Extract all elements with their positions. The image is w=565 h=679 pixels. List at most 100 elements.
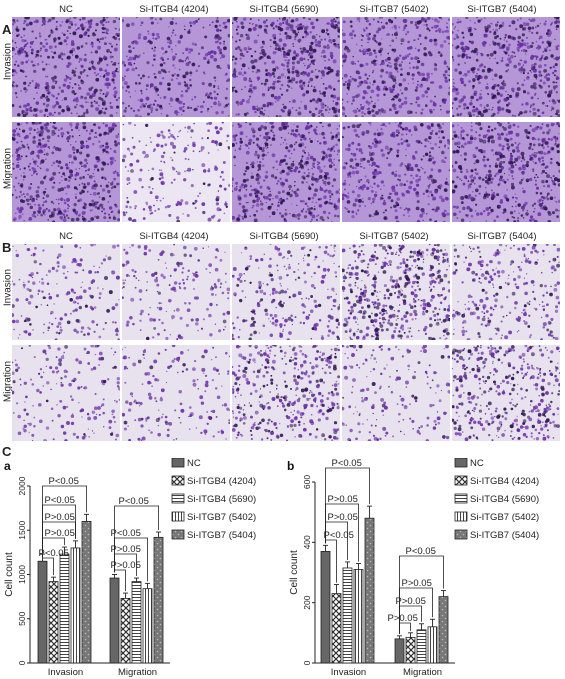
x-category-label: Migration	[403, 667, 442, 678]
bar-migration-1	[109, 577, 120, 664]
col-header-nc-b: NC	[59, 231, 73, 242]
col-header-itgb4-4204: Si-ITGB4 (4204)	[139, 4, 209, 15]
y-tick-label: 500	[17, 611, 27, 625]
x-category-label: Invasion	[48, 667, 83, 678]
bar-invasion-3	[59, 553, 70, 664]
legend-swatch	[454, 493, 468, 504]
bar-migration-1	[394, 638, 405, 664]
p-value-label: P>0.05	[45, 512, 75, 523]
p-value-label: P<0.05	[119, 496, 149, 507]
p-value-label: P<0.05	[406, 546, 436, 557]
bar-migration-2	[405, 636, 416, 664]
significance-bracket	[399, 622, 411, 634]
p-value-label: P>0.05	[111, 560, 141, 571]
legend-swatch	[171, 475, 185, 486]
bar-migration-4	[427, 626, 438, 664]
col-header-itgb4-4204-b: Si-ITGB4 (4204)	[139, 231, 209, 242]
legend-label: Si-ITGB7 (5404)	[470, 530, 539, 541]
bar-migration-5	[438, 596, 449, 664]
p-value-label: P>0.05	[328, 512, 358, 523]
p-value-label: P>0.05	[388, 613, 418, 624]
bar-invasion-2	[331, 593, 342, 664]
bar-invasion-3	[342, 567, 353, 664]
significance-bracket	[42, 485, 87, 553]
legend-swatch	[454, 475, 468, 486]
p-value-label: P<0.05	[111, 528, 141, 539]
bar-chart-a: a 0 500 1000 1500 2000 Cell count Invasion Migra…	[4, 458, 256, 678]
x-category-label: Invasion	[331, 667, 366, 678]
bar-invasion-5	[81, 521, 92, 664]
micrograph-migration-2	[122, 122, 230, 222]
y-tick-label: 1000	[17, 565, 27, 584]
micrograph-migration-1	[12, 122, 120, 222]
y-axis-label: Cell count	[4, 552, 15, 597]
legend-label: Si-ITGB7 (5404)	[187, 530, 256, 541]
p-value-label: P<0.05	[39, 548, 69, 559]
col-header-itgb7-5404: Si-ITGB7 (5404)	[467, 4, 537, 15]
legend-swatch	[171, 511, 185, 522]
micrograph-migration-5	[452, 122, 560, 222]
bar-migration-3	[131, 581, 142, 664]
micrograph-migration-4	[342, 122, 450, 222]
micrograph-invasion-5	[452, 244, 560, 340]
micrograph-invasion-5	[452, 17, 560, 117]
panel-label-c: C	[2, 444, 12, 459]
p-value-label: P<0.05	[324, 530, 354, 541]
micrograph-migration-4	[342, 345, 450, 441]
bar-invasion-2	[48, 581, 59, 664]
micrograph-migration-3	[232, 345, 340, 441]
bar-invasion-1	[37, 560, 48, 664]
bar-chart-b: b 0 200 400 600 Cell count Invasion Migration P<…	[287, 458, 539, 678]
micrograph-invasion-4	[342, 244, 450, 340]
p-value-label: P>0.05	[402, 578, 432, 589]
col-header-itgb4-5690-b: Si-ITGB4 (5690)	[249, 231, 319, 242]
bar-migration-2	[120, 597, 131, 664]
y-tick-label: 0	[17, 660, 27, 665]
micrograph-invasion-1	[12, 244, 120, 340]
col-header-nc: NC	[59, 4, 73, 15]
p-value-label: P<0.05	[332, 458, 362, 469]
micrograph-migration-3	[232, 122, 340, 222]
bar-migration-3	[416, 629, 427, 664]
legend-swatch	[454, 529, 468, 540]
legend-swatch	[171, 458, 185, 468]
micrograph-invasion-3	[232, 17, 340, 117]
y-tick-label: 600	[302, 475, 312, 489]
legend-label: Si-ITGB4 (5690)	[187, 494, 256, 505]
p-value-label: P>0.05	[111, 544, 141, 555]
legend-label: Si-ITGB4 (4204)	[470, 476, 539, 487]
legend-label: Si-ITGB7 (5402)	[187, 512, 256, 523]
legend-label: NC	[187, 458, 201, 469]
micrograph-invasion-2	[122, 244, 230, 340]
y-tick-label: 0	[302, 660, 312, 665]
micrograph-invasion-3	[232, 244, 340, 340]
bar-invasion-1	[320, 550, 331, 664]
micrograph-invasion-4	[342, 17, 450, 117]
y-tick-label: 1500	[17, 521, 27, 540]
p-value-label: P>0.05	[328, 494, 358, 505]
micrograph-invasion-1	[12, 17, 120, 117]
col-header-itgb7-5402: Si-ITGB7 (5402)	[359, 4, 429, 15]
panel-label-a: A	[2, 22, 12, 37]
y-axis-label: Cell count	[289, 550, 300, 595]
panel-label-b: B	[2, 240, 12, 255]
col-header-itgb7-5402-b: Si-ITGB7 (5402)	[359, 231, 429, 242]
bar-migration-5	[153, 536, 164, 664]
legend-label: Si-ITGB7 (5402)	[470, 512, 539, 523]
legend-swatch	[171, 493, 185, 504]
bar-invasion-4	[70, 547, 81, 664]
micrograph-migration-5	[452, 345, 560, 441]
legend-swatch	[171, 529, 185, 540]
significance-bracket	[325, 467, 370, 544]
p-value-label: P>0.05	[45, 528, 75, 539]
y-tick-label: 200	[302, 595, 312, 609]
micrograph-migration-1	[12, 345, 120, 441]
p-value-label: P<0.05	[45, 495, 75, 506]
bar-invasion-5	[364, 517, 375, 664]
y-tick-label: 400	[302, 535, 312, 549]
bar-migration-4	[142, 588, 153, 664]
significance-bracket	[399, 587, 433, 634]
legend-label: NC	[470, 458, 484, 469]
micrograph-invasion-2	[122, 17, 230, 117]
chart-panel-letter: b	[287, 459, 294, 473]
